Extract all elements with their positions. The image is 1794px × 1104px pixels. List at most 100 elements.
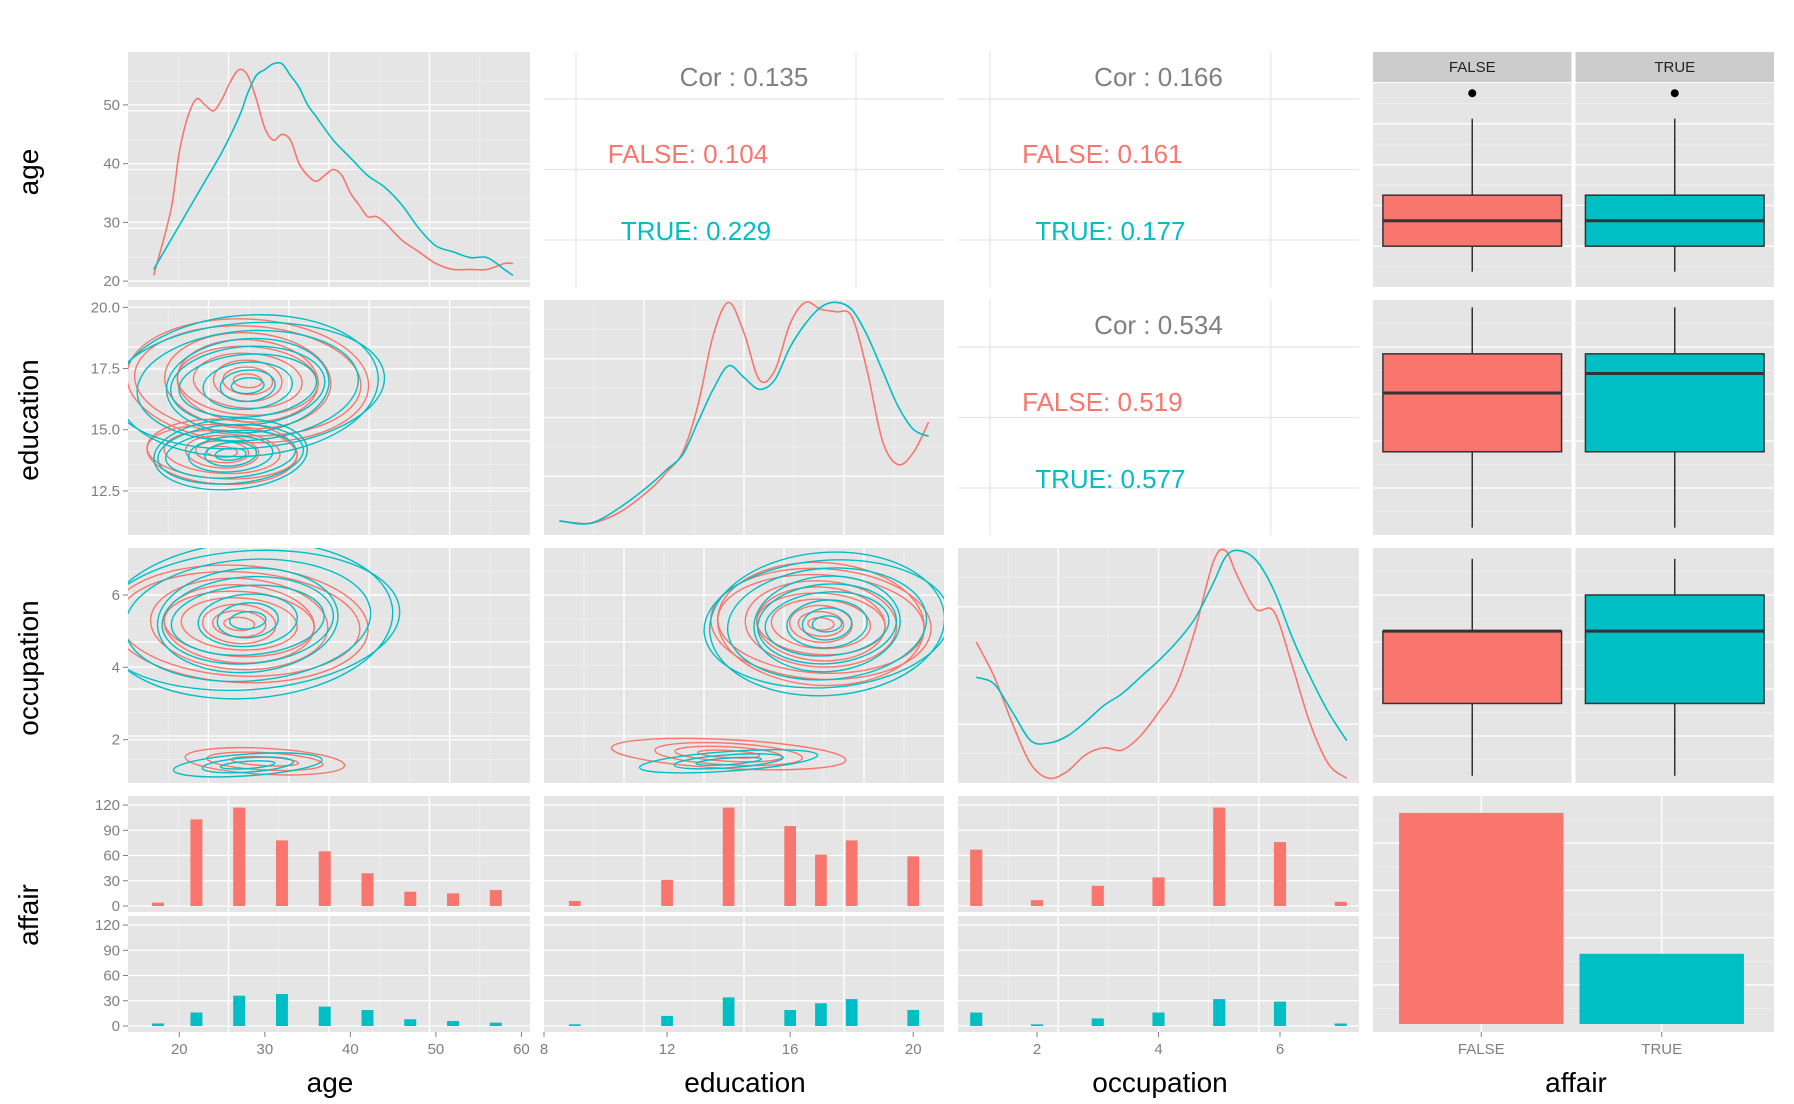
box-true — [1584, 353, 1765, 453]
correlation-label-all: Cor : 0.135 — [680, 62, 809, 92]
histogram-bar-true — [1030, 1024, 1044, 1026]
y-tick-label: 120 — [95, 917, 120, 934]
density-line-true — [153, 61, 514, 276]
histogram-bar-false — [318, 851, 331, 906]
y-tick-label: 0 — [112, 898, 120, 915]
contour-line-false — [192, 352, 303, 410]
correlation-label-true: TRUE: 0.229 — [621, 216, 771, 246]
histogram-bar-false — [722, 807, 735, 906]
contour-group — [128, 314, 386, 491]
row-title-occupation: occupation — [13, 600, 44, 735]
row-title-age: age — [13, 149, 44, 196]
histogram-bar-false — [447, 893, 460, 906]
contour-line-true — [128, 314, 379, 458]
contour-line-false — [149, 577, 329, 671]
histogram-bar-true — [661, 1015, 673, 1026]
histogram-bar-true — [568, 1024, 581, 1026]
contour-line-true — [136, 329, 360, 442]
histogram-bar-false — [404, 891, 417, 906]
x-tick-label: 12 — [659, 1041, 676, 1058]
contour-line-true — [197, 593, 298, 648]
histogram-bar-false — [568, 900, 581, 906]
contour-line-true — [161, 575, 335, 665]
contour-line-true — [156, 567, 339, 674]
y-tick-label: 15.0 — [91, 422, 120, 439]
correlation-label-false: FALSE: 0.104 — [608, 139, 768, 169]
density-line-false — [975, 548, 1348, 780]
facet-strip-label: FALSE — [1449, 59, 1496, 76]
histogram-bar-false — [970, 849, 983, 906]
y-tick-label: 120 — [95, 797, 120, 814]
contour-group — [610, 551, 944, 774]
contour-line-true — [165, 429, 297, 479]
y-tick-label: 50 — [103, 97, 120, 114]
box-outlier-point — [1670, 89, 1679, 98]
correlation-label-all: Cor : 0.166 — [1094, 62, 1223, 92]
histogram-bar-false — [190, 819, 203, 906]
histogram-bar-true — [1152, 1012, 1165, 1026]
density-line-false — [152, 68, 513, 276]
histogram-bar-true — [907, 1010, 920, 1026]
x-tick-label: 50 — [428, 1041, 445, 1058]
histogram-bar-true — [318, 1006, 331, 1026]
box-false — [1382, 630, 1563, 705]
histogram-bar-false — [815, 854, 827, 906]
correlation-label-false: FALSE: 0.161 — [1022, 139, 1182, 169]
histogram-bar-true — [404, 1019, 417, 1026]
facet-strip-label: TRUE — [1654, 59, 1695, 76]
x-tick-label: 20 — [171, 1041, 188, 1058]
contour-line-false — [163, 331, 332, 430]
contour-line-true — [801, 607, 853, 641]
contour-line-false — [128, 318, 370, 444]
col-title-age: age — [307, 1067, 354, 1098]
contour-line-true — [219, 369, 276, 403]
contour-line-true — [214, 447, 247, 461]
histogram-bar-false — [489, 890, 502, 906]
y-tick-label: 60 — [103, 968, 120, 985]
contour-line-false — [180, 597, 298, 651]
contour-line-true — [726, 567, 928, 681]
histogram-bar-true — [815, 1003, 827, 1026]
histogram-bar-false — [1152, 877, 1165, 906]
x-tick-label: 8 — [540, 1041, 548, 1058]
histogram-bar-false — [661, 879, 673, 906]
y-tick-label: 90 — [103, 822, 120, 839]
histogram-bar-false — [845, 840, 858, 906]
histogram-bar-true — [1273, 1001, 1287, 1026]
contour-line-true — [128, 558, 372, 683]
contour-line-true — [703, 559, 944, 689]
y-tick-label: 30 — [103, 873, 120, 890]
correlation-label-true: TRUE: 0.177 — [1035, 216, 1185, 246]
contour-line-false — [756, 586, 886, 662]
y-tick-label: 30 — [103, 993, 120, 1010]
count-bar-true — [1579, 953, 1744, 1024]
contour-line-true — [638, 749, 819, 774]
histogram-bar-true — [784, 1010, 796, 1026]
x-tick-label: 2 — [1033, 1041, 1041, 1058]
y-tick-label: 60 — [103, 848, 120, 865]
correlation-label-all: Cor : 0.534 — [1094, 310, 1223, 340]
y-tick-label: 12.5 — [91, 483, 120, 500]
histogram-bar-true — [447, 1020, 460, 1026]
count-bar-false — [1399, 812, 1564, 1024]
contour-line-true — [216, 602, 279, 639]
density-line-false — [559, 301, 930, 525]
x-tick-label: 6 — [1276, 1041, 1284, 1058]
y-tick-label: 20.0 — [91, 299, 120, 316]
contour-line-true — [128, 548, 394, 700]
contour-line-true — [128, 321, 386, 450]
histogram-bar-true — [233, 995, 246, 1026]
contour-line-false — [797, 610, 845, 637]
contour-line-true — [170, 584, 325, 657]
y-tick-label: 20 — [103, 273, 120, 290]
box-outlier-point — [1468, 89, 1477, 98]
contour-line-false — [744, 580, 898, 668]
contour-line-true — [178, 353, 318, 419]
x-tick-label: FALSE — [1458, 1041, 1505, 1058]
histogram-bar-false — [1334, 901, 1347, 906]
contour-line-true — [165, 337, 330, 434]
histogram-bar-true — [1213, 999, 1226, 1026]
y-tick-label: 6 — [112, 587, 120, 604]
contour-line-false — [223, 616, 256, 632]
density-line-true — [559, 301, 929, 525]
